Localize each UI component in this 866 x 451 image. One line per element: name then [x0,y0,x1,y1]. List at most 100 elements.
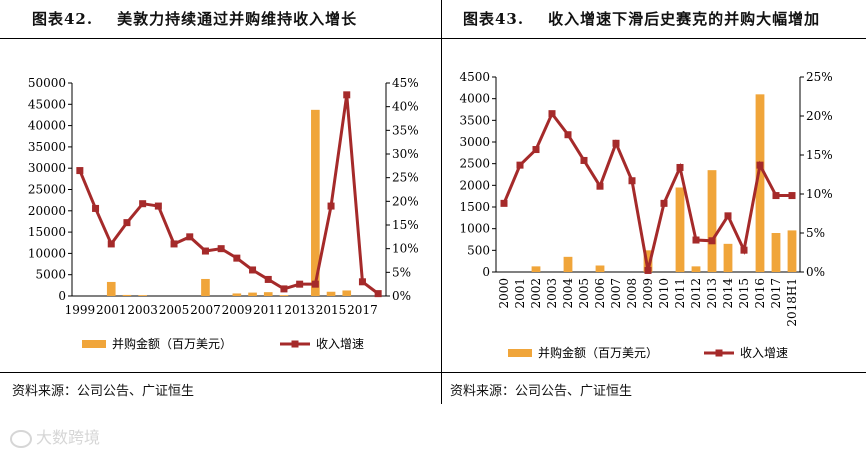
chart-2-bar [675,187,685,272]
chart-1-right-tick-label: 45% [392,76,419,90]
chart-2-marker [612,139,620,147]
chart-2-bar [595,265,605,272]
chart-1-bar [248,292,257,296]
chart-2-x-tick-label: 2004 [561,278,575,309]
chart-2-marker [756,161,764,169]
chart-1-bar [326,291,336,296]
chart-1-x-tick-label: 2007 [190,303,221,317]
chart-2-left-tick-label: 0 [482,265,490,279]
chart-1-marker [76,167,84,175]
chart-1-line [78,94,380,295]
chart-2-x-tick-label: 2018H1 [785,278,799,327]
chart-1-left-tick-label: 45000 [28,97,66,111]
chart-1-marker [280,285,288,293]
chart-1-marker [201,247,209,255]
chart-2-line [502,110,792,271]
chart-1-bar [138,295,147,296]
chart-1-marker [107,240,115,248]
chart-1-left-tick-label: 35000 [28,140,66,154]
chart-1-marker [154,202,162,210]
chart-1-bar [232,293,242,296]
bottom-rule [0,372,866,373]
chart-2-x-tick-label: 2005 [577,278,591,309]
chart-2-x-tick-label: 2001 [513,278,527,309]
chart-2-right-tick-label: 25% [806,70,833,84]
chart-1-bar [342,290,352,296]
chart-1-title-text: 美敦力持续通过并购维持收入增长 [117,10,358,28]
chart-2: 0 500 1000 1500 2000 2500 3000 3500 4000 4500 0% 5%… [459,70,833,360]
chart-2-x-tick-label: 2015 [737,278,751,309]
chart-2-right-tick-label: 10% [806,187,833,201]
chart-2-title-text: 收入增速下滑后史赛克的并购大幅增加 [548,10,821,28]
chart-2-x-tick-label: 2010 [657,278,671,309]
chart-2-x-tick-label: 2008 [625,278,639,309]
chart-1-x-tick-label: 2003 [127,303,158,317]
chart-2-bar [755,94,765,272]
chart-2-marker [532,146,540,154]
chart-1-right-tick-label: 30% [392,147,419,161]
chart-1-left-tick-label: 30000 [28,161,66,175]
chart-2-left-tick-label: 4000 [459,92,490,106]
chart-2-x-tick-label: 2011 [673,278,687,309]
chart-2-marker [708,237,716,245]
chart-1-marker [123,219,131,227]
chart-1-marker [170,240,178,248]
top-rule [0,38,866,39]
chart-2-title: 图表43. 收入增速下滑后史赛克的并购大幅增加 [463,6,858,32]
chart-2-bar [643,250,653,272]
chart-1-left-tick-label: 50000 [28,76,66,90]
chart-1-legend-line-marker [291,340,299,348]
chart-1-bar [201,278,210,296]
chart-1-right-tick-label: 15% [392,218,419,232]
chart-1-right-tick-label: 5% [392,265,411,279]
chart-1-bar [122,294,132,296]
chart-1-marker [264,275,272,283]
chart-1-bar [311,109,320,296]
panel-divider [441,0,442,404]
chart-1-marker [233,254,241,262]
chart-2-marker [788,192,796,200]
chart-2-marker [580,156,588,164]
chart-1-bar [263,292,273,296]
chart-1-right-tick-label: 40% [392,100,419,114]
chart-2-marker [500,199,508,207]
chart-1-left-tick-label: 5000 [35,268,66,282]
chart-1-marker [358,278,366,286]
chart-2-marker [740,246,748,254]
chart-1-marker [327,202,335,210]
chart-1-bar [279,295,289,296]
chart-2-number: 图表43. [463,10,525,28]
chart-2-x-tick-label: 2006 [593,278,607,309]
chart-2-left-tick-label: 1000 [459,222,490,236]
chart-1-bar [106,281,116,296]
chart-1-x-tick-label: 2009 [222,303,253,317]
chart-1-left-tick-label: 10000 [28,246,66,260]
chart-2-marker [676,163,684,171]
chart-1-left-tick-label: 40000 [28,119,66,133]
chart-2-left-tick-label: 500 [467,243,490,257]
chart-2-x-tick-label: 2016 [753,278,767,309]
chart-2-x-tick-label: 2013 [705,278,719,309]
chart-1-right-tick-label: 25% [392,171,419,185]
chart-2-left-tick-label: 2500 [459,157,490,171]
chart-1: 0 5000 10000 15000 20000 25000 30000 35000 40000… [28,76,419,351]
chart-2-marker [772,192,780,200]
chart-2-bar [531,266,541,272]
chart-1-right-tick-label: 35% [392,123,419,137]
chart-2-bar [691,266,701,272]
chart-2-left-tick-label: 1500 [459,200,490,214]
chart-2-x-tick-label: 2000 [497,278,511,309]
watermark-text: 大数跨境 [36,428,101,447]
chart-2-legend-line-label: 收入增速 [740,346,788,360]
chart-1-marker [343,91,351,99]
chart-2-right-tick-label: 20% [806,109,833,123]
chart-2-legend-bar-label: 并购金额（百万美元） [538,345,658,360]
chart-1-marker [217,245,225,253]
chart-1-left-tick-label: 15000 [28,225,66,239]
chart-2-marker [660,199,668,207]
chart-1-marker [186,233,194,241]
chart-2-legend-bar-swatch [508,349,532,357]
chart-2-bar [563,256,573,272]
chart-2-bar [771,233,781,272]
chart-1-x-tick-label: 2015 [316,303,347,317]
